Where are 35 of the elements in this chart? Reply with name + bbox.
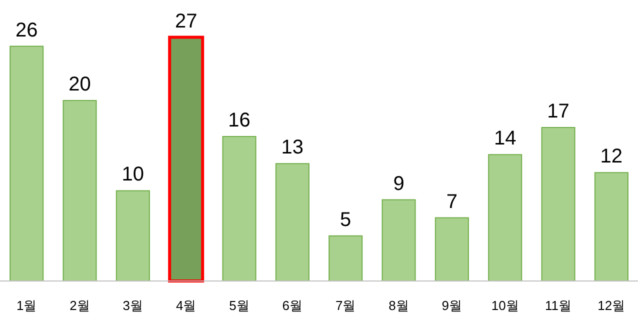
x-tick-label: 2월 xyxy=(70,298,90,314)
bar xyxy=(62,100,97,282)
x-tick-label: 11월 xyxy=(545,298,572,314)
bar xyxy=(10,46,44,282)
bar xyxy=(328,235,363,282)
bar xyxy=(594,172,628,282)
x-tick-label: 8월 xyxy=(388,298,409,314)
bar xyxy=(382,199,416,282)
bar xyxy=(434,217,469,282)
data-label: 20 xyxy=(68,73,91,96)
bar xyxy=(116,190,150,282)
data-label: 14 xyxy=(494,128,516,150)
data-label: 13 xyxy=(281,136,304,159)
data-label: 12 xyxy=(600,146,623,168)
x-tick-label: 7월 xyxy=(335,298,356,314)
data-label: 10 xyxy=(122,164,144,186)
x-tick-label: 6월 xyxy=(282,298,303,314)
bar xyxy=(275,163,310,282)
data-label: 17 xyxy=(547,100,570,123)
x-tick-label: 1월 xyxy=(16,298,37,314)
bar xyxy=(541,127,576,282)
x-tick-label: 4월 xyxy=(176,298,196,314)
bar xyxy=(222,136,256,282)
data-label: 16 xyxy=(228,110,250,132)
data-label: 7 xyxy=(446,190,458,213)
data-label: 26 xyxy=(15,19,38,42)
data-label: 27 xyxy=(174,10,198,32)
bar xyxy=(488,154,522,282)
data-label: 9 xyxy=(393,172,404,195)
x-tick-label: 10월 xyxy=(491,298,519,314)
x-tick-label: 12월 xyxy=(598,298,626,314)
x-tick-label: 3월 xyxy=(122,298,144,314)
data-label: 5 xyxy=(340,208,352,231)
x-tick-label: 5월 xyxy=(229,298,250,314)
x-tick-label: 9월 xyxy=(442,298,462,314)
